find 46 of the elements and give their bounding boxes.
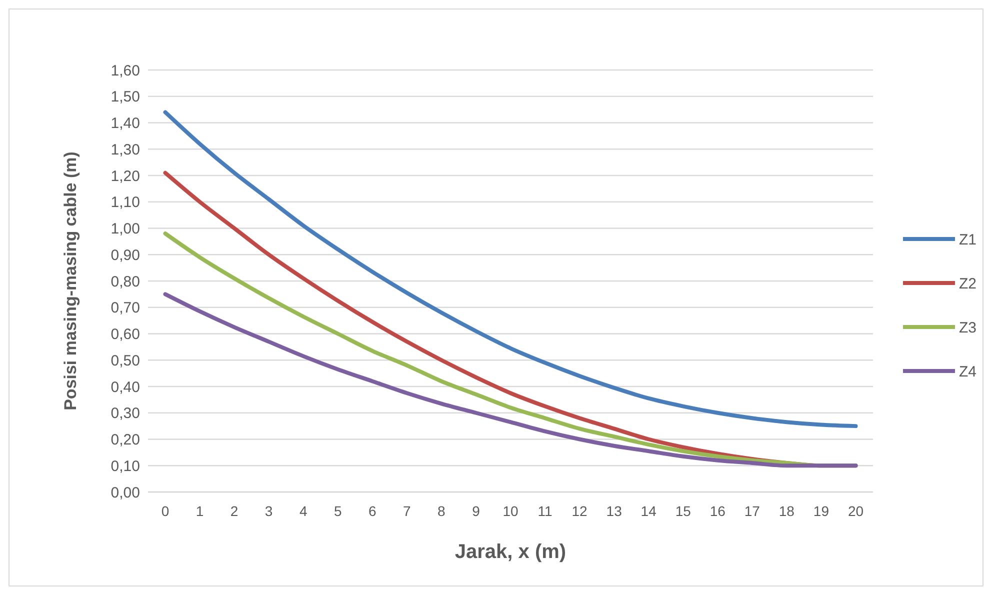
x-axis-title: Jarak, x (m) — [454, 541, 566, 563]
legend-label: Z3 — [959, 319, 977, 336]
x-tick-label: 11 — [538, 503, 552, 519]
x-tick-label: 3 — [264, 503, 273, 519]
x-tick-label: 8 — [438, 503, 446, 519]
y-tick-label: 0,30 — [110, 405, 140, 422]
y-tick-label: 1,10 — [110, 194, 140, 212]
x-tick-label: 5 — [334, 503, 342, 519]
y-tick-label: 0,60 — [110, 326, 140, 343]
x-tick-label: 1 — [196, 503, 204, 519]
x-tick-label: 18 — [778, 503, 795, 519]
x-tick-label: 12 — [572, 503, 588, 519]
y-tick-label: 1,20 — [110, 168, 140, 185]
x-tick-label: 2 — [230, 503, 238, 519]
y-tick-label: 0,20 — [110, 432, 140, 448]
y-tick-label: 0,40 — [110, 378, 140, 396]
y-tick-label: 1,00 — [110, 220, 140, 238]
x-tick-label: 15 — [675, 503, 692, 519]
y-tick-label: 0,80 — [110, 273, 140, 290]
x-tick-label: 17 — [744, 503, 760, 519]
x-tick-label: 4 — [299, 503, 308, 519]
x-tick-label: 20 — [848, 503, 864, 519]
y-tick-label: 0,10 — [110, 458, 140, 475]
y-tick-label: 1,30 — [110, 141, 140, 158]
y-tick-label: 0,90 — [110, 246, 140, 264]
x-tick-label: 9 — [472, 503, 480, 519]
x-tick-label: 0 — [161, 503, 170, 519]
legend-label: Z4 — [959, 363, 977, 380]
y-tick-label: 0,50 — [110, 352, 140, 370]
x-tick-label: 10 — [502, 503, 518, 519]
y-tick-label: 0,70 — [110, 300, 140, 317]
x-tick-label: 16 — [710, 503, 726, 519]
y-axis-title: Posisi masing-masing cable (m) — [61, 152, 80, 410]
line-series — [163, 110, 858, 428]
line-series — [163, 292, 858, 468]
x-tick-label: 19 — [813, 503, 830, 519]
y-tick-label: 1,60 — [110, 62, 140, 80]
legend-label: Z1 — [959, 231, 977, 248]
y-tick-label: 1,50 — [110, 88, 140, 106]
y-tick-label: 0,00 — [110, 484, 140, 502]
x-tick-label: 14 — [640, 503, 657, 519]
legend-label: Z2 — [959, 275, 977, 292]
x-tick-label: 7 — [403, 503, 412, 519]
x-tick-label: 13 — [606, 503, 622, 519]
y-tick-label: 1,40 — [110, 115, 140, 132]
x-tick-label: 6 — [368, 503, 377, 519]
